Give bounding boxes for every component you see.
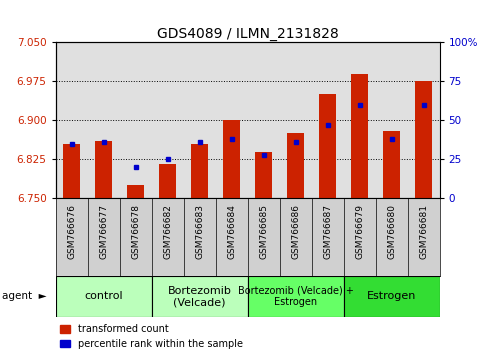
Bar (351, 74, 369, 198)
Text: GSM766684: GSM766684 (227, 205, 236, 259)
Text: GSM766676: GSM766676 (67, 205, 76, 259)
Bar (255, 152, 272, 198)
Bar (63, 144, 80, 198)
Text: Bortezomib (Velcade) +
Estrogen: Bortezomib (Velcade) + Estrogen (238, 286, 354, 307)
Text: GSM766681: GSM766681 (419, 205, 428, 259)
Legend: transformed count, percentile rank within the sample: transformed count, percentile rank withi… (60, 324, 243, 349)
Text: agent  ►: agent ► (2, 291, 47, 302)
Text: control: control (84, 291, 123, 302)
Text: Bortezomib
(Velcade): Bortezomib (Velcade) (168, 286, 231, 307)
Title: GDS4089 / ILMN_2131828: GDS4089 / ILMN_2131828 (156, 28, 339, 41)
Text: GSM766687: GSM766687 (323, 205, 332, 259)
Bar (415, 81, 432, 198)
Text: GSM766685: GSM766685 (259, 205, 268, 259)
Bar (127, 185, 144, 198)
Bar (343, 276, 440, 317)
Bar (95, 141, 113, 198)
Bar (152, 276, 248, 317)
Text: GSM766682: GSM766682 (163, 205, 172, 259)
Text: GSM766677: GSM766677 (99, 205, 108, 259)
Bar (319, 95, 336, 198)
Bar (248, 276, 343, 317)
Text: GSM766686: GSM766686 (291, 205, 300, 259)
Text: GSM766683: GSM766683 (195, 205, 204, 259)
Bar (287, 133, 304, 198)
Text: Estrogen: Estrogen (367, 291, 416, 302)
Bar (159, 165, 176, 198)
Text: GSM766680: GSM766680 (387, 205, 396, 259)
Text: GSM766678: GSM766678 (131, 205, 140, 259)
Text: GSM766679: GSM766679 (355, 205, 364, 259)
Bar (191, 144, 208, 198)
Bar (56, 276, 152, 317)
Bar (383, 131, 400, 198)
Bar (223, 120, 241, 198)
